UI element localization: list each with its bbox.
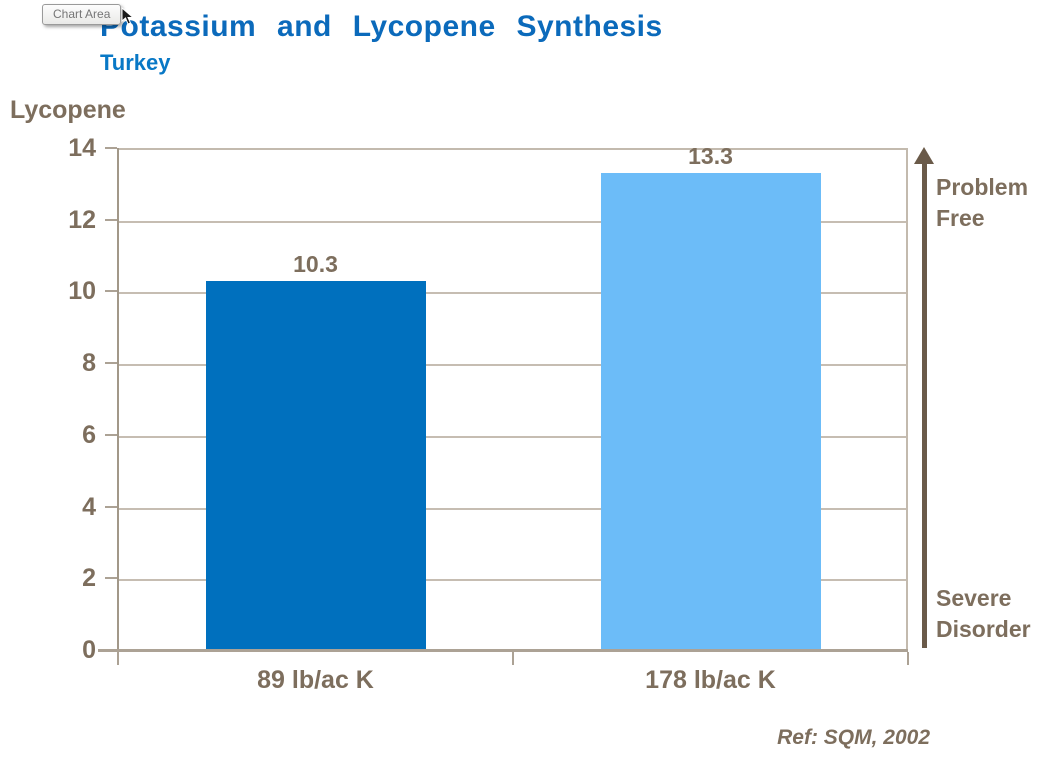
y-tick-6 — [105, 433, 117, 436]
reference-text[interactable]: Ref: SQM, 2002 — [777, 726, 930, 749]
bar-178 lb/ac K[interactable] — [600, 173, 821, 650]
x-tick-2 — [907, 652, 909, 665]
gridline-y-6 — [118, 435, 906, 438]
annotation-severe-disorder[interactable]: Severe Disorder — [936, 585, 1031, 642]
chart-area-tooltip: Chart Area — [42, 4, 122, 25]
y-tick-2 — [105, 577, 117, 580]
y-tick-label-12[interactable]: 12 — [68, 205, 96, 234]
category-label-89 lb/ac K[interactable]: 89 lb/ac K — [257, 666, 374, 694]
data-label-178 lb/ac K[interactable]: 13.3 — [688, 143, 733, 170]
annotation-problem-free[interactable]: Problem Free — [936, 174, 1029, 231]
chart-subtitle[interactable]: Turkey — [100, 50, 171, 75]
chart-title[interactable]: Potassium and Lycopene Synthesis — [100, 10, 663, 43]
gridline-y-12 — [118, 220, 906, 223]
gridline-y-2 — [118, 579, 906, 582]
y-tick-label-8[interactable]: 8 — [82, 349, 96, 378]
y-axis-line — [117, 148, 119, 664]
gridline-y-8 — [118, 364, 906, 367]
y-tick-14 — [105, 147, 117, 149]
severity-arrow-head-icon — [914, 147, 934, 164]
y-tick-label-2[interactable]: 2 — [82, 564, 96, 593]
y-axis-title[interactable]: Lycopene — [10, 96, 126, 124]
y-tick-10 — [105, 290, 117, 293]
mouse-cursor-icon — [121, 6, 135, 30]
chart-area-tooltip-label: Chart Area — [53, 7, 111, 21]
y-tick-label-14[interactable]: 14 — [68, 134, 96, 162]
bar-89 lb/ac K[interactable] — [205, 280, 426, 650]
x-tick-1 — [512, 652, 514, 665]
gridline-y-4 — [118, 507, 906, 510]
data-label-89 lb/ac K[interactable]: 10.3 — [293, 250, 338, 277]
plot-area[interactable] — [118, 148, 908, 650]
severity-arrow-line[interactable] — [922, 162, 927, 648]
y-tick-8 — [105, 362, 117, 365]
x-tick-0 — [117, 652, 119, 665]
y-tick-4 — [105, 505, 117, 508]
y-tick-label-10[interactable]: 10 — [68, 277, 96, 306]
y-tick-12 — [105, 218, 117, 221]
category-label-178 lb/ac K[interactable]: 178 lb/ac K — [645, 666, 776, 694]
y-tick-label-4[interactable]: 4 — [82, 492, 96, 521]
y-tick-label-6[interactable]: 6 — [82, 420, 96, 449]
y-tick-label-0[interactable]: 0 — [82, 636, 96, 664]
gridline-y-10 — [118, 292, 906, 295]
y-tick-0 — [105, 649, 117, 651]
x-axis-line — [98, 649, 908, 652]
